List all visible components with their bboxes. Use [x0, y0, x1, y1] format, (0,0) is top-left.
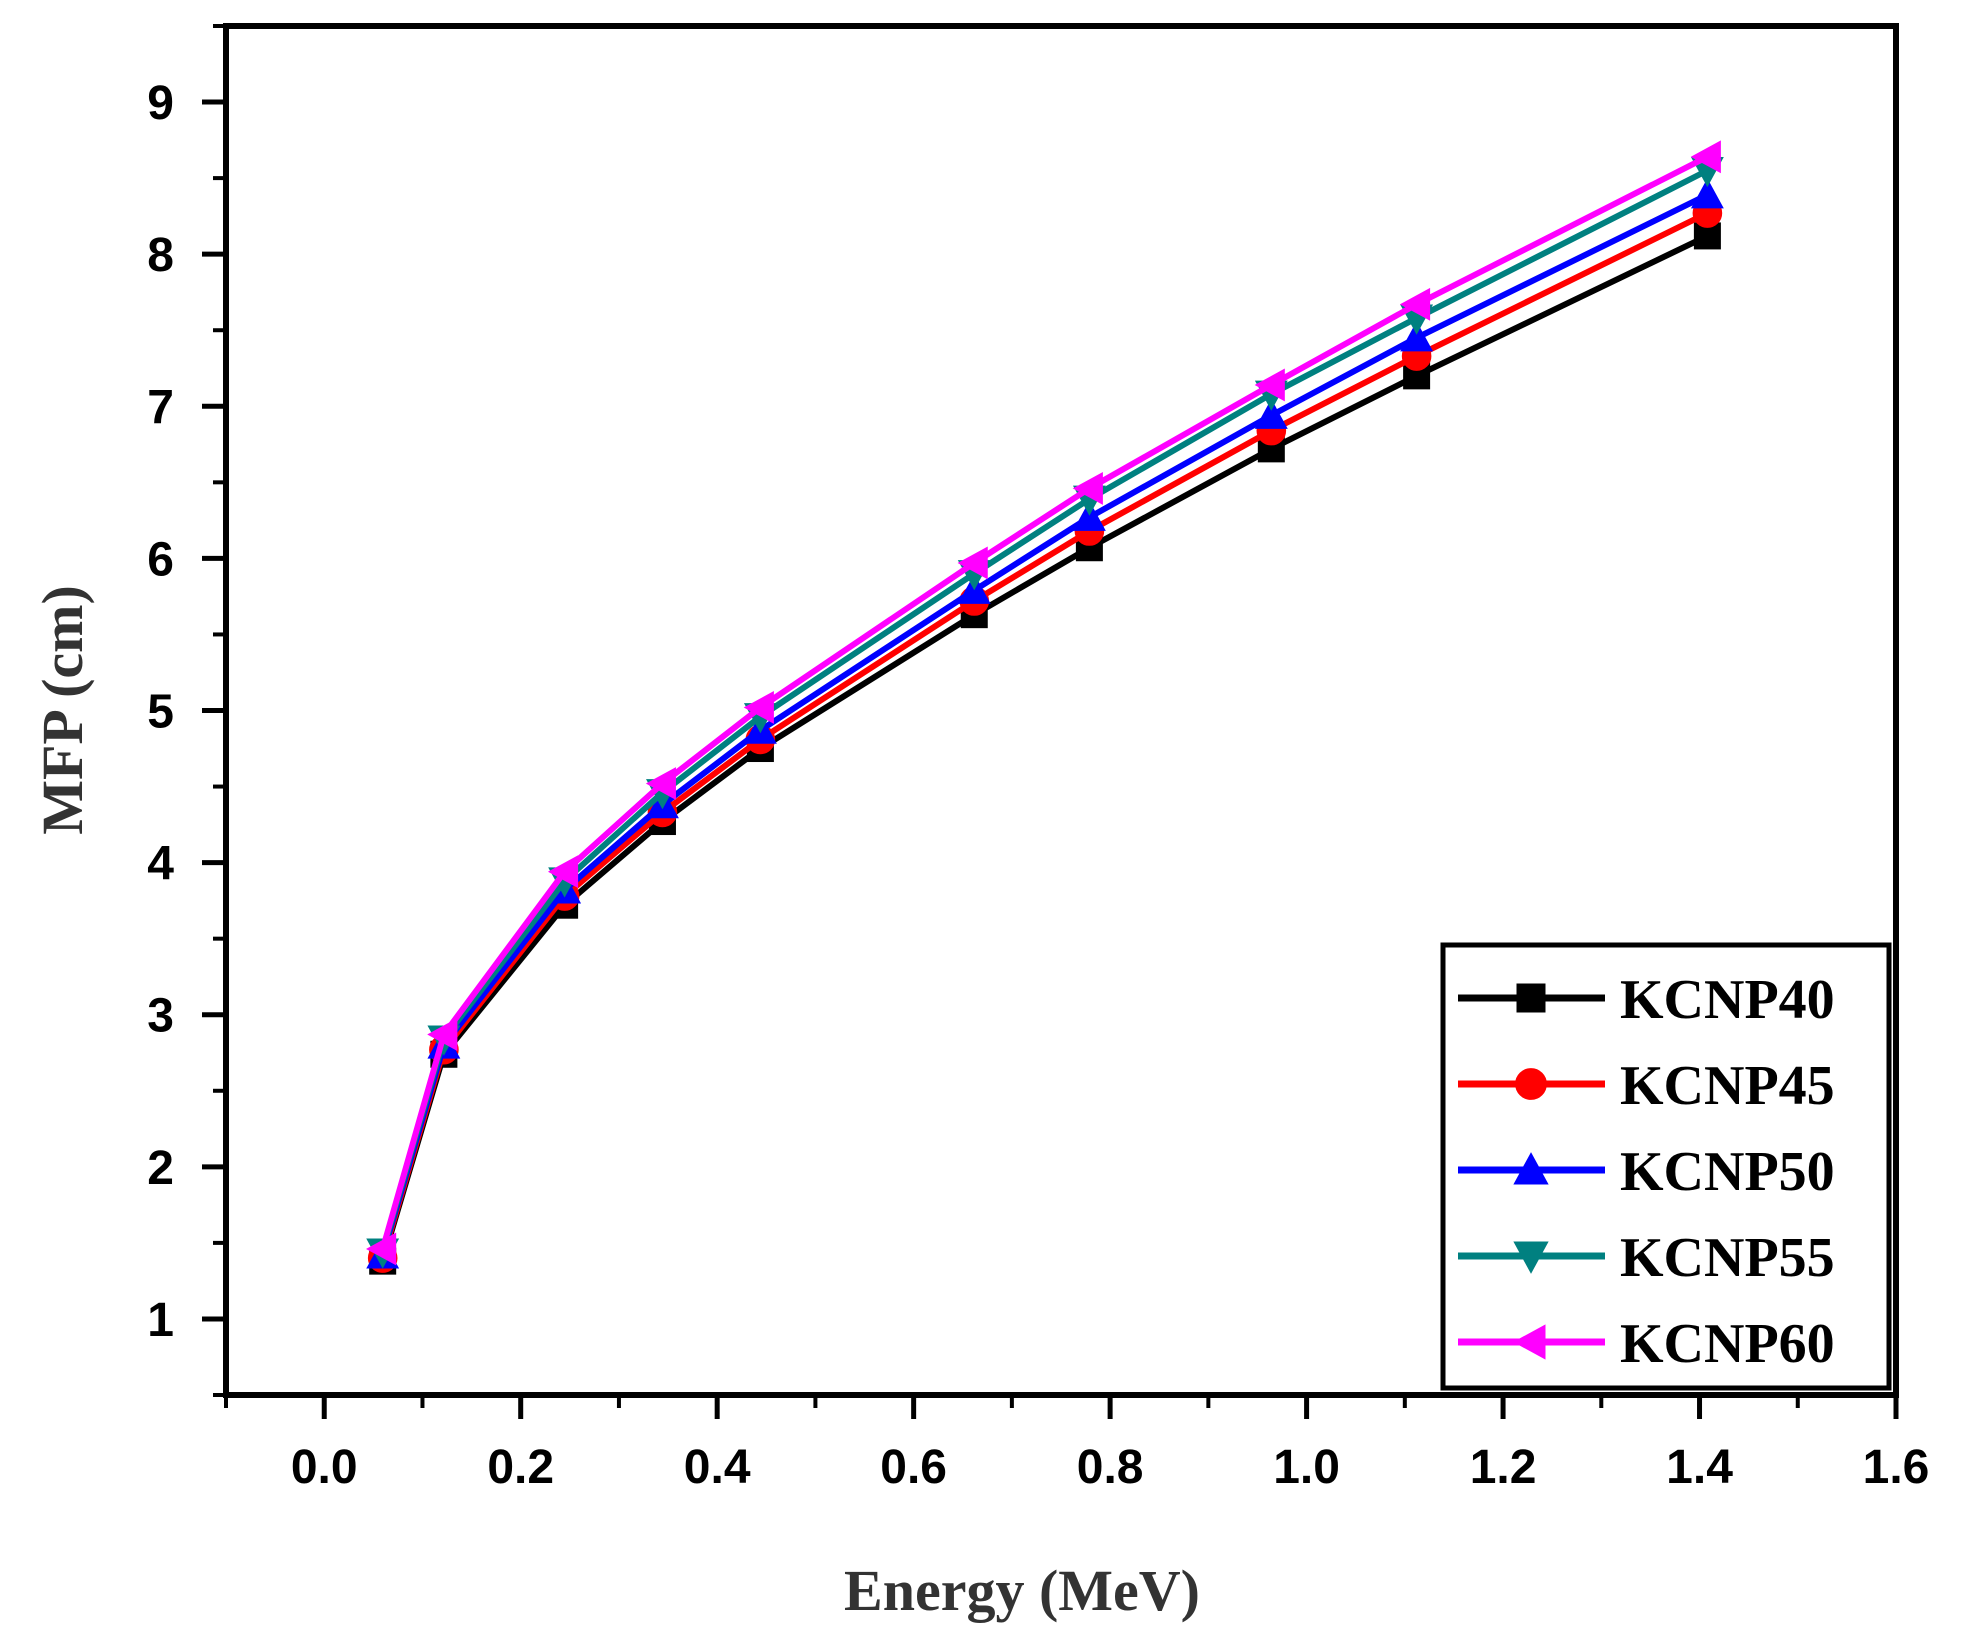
y-axis-title: MFP (cm): [30, 585, 95, 835]
legend: KCNP40 KCNP45 KCNP50 KCNP55 KCNP60: [1440, 942, 1892, 1391]
series-line-kcnp60: [379, 154, 1709, 1250]
series-line-kcnp50: [379, 192, 1709, 1256]
x-tick-label: 1.0: [1273, 1441, 1340, 1494]
legend-marker-kcnp55: [1513, 1241, 1549, 1274]
y-tick-label: 5: [147, 686, 174, 739]
data-point-kcnp50: [1690, 178, 1724, 209]
legend-label-kcnp50: KCNP50: [1620, 1141, 1835, 1203]
x-axis-title: Energy (MeV): [844, 1558, 1200, 1623]
legend-marker-kcnp45: [1515, 1068, 1547, 1100]
legend-marker-kcnp50: [1513, 1152, 1549, 1185]
x-tick-label: 0.2: [487, 1441, 554, 1494]
data-point-kcnp60: [1690, 140, 1721, 174]
y-tick-label: 7: [147, 381, 174, 434]
y-tick-label: 9: [147, 77, 174, 130]
x-tick-label: 1.6: [1863, 1441, 1930, 1494]
legend-label-kcnp40: KCNP40: [1620, 969, 1835, 1031]
x-tick-label: 0.6: [880, 1441, 947, 1494]
series-line-kcnp55: [379, 167, 1709, 1253]
data-point-kcnp60: [743, 691, 774, 724]
data-point-kcnp60: [427, 1018, 458, 1051]
data-point-kcnp50: [1254, 398, 1288, 429]
data-point-kcnp60: [1072, 471, 1103, 505]
legend-label-kcnp60: KCNP60: [1620, 1313, 1835, 1375]
series-line-kcnp45: [379, 210, 1709, 1259]
data-point-kcnp60: [547, 855, 579, 889]
y-tick-label: 8: [147, 229, 174, 282]
data-point-kcnp60: [645, 767, 676, 800]
y-tick-label: 6: [147, 533, 174, 586]
legend-marker-kcnp60: [1513, 1324, 1546, 1360]
series-kcnp60: [366, 140, 1721, 1266]
y-tick-label: 1: [147, 1294, 174, 1347]
legend-marker-kcnp40: [1516, 983, 1546, 1013]
data-point-kcnp60: [366, 1232, 397, 1266]
series-line-kcnp40: [379, 233, 1709, 1262]
y-tick-label: 2: [147, 1142, 174, 1195]
legend-label-kcnp45: KCNP45: [1620, 1055, 1835, 1117]
x-tick-label: 1.2: [1470, 1441, 1537, 1494]
data-point-kcnp50: [1400, 321, 1434, 352]
data-point-kcnp60: [1399, 287, 1431, 321]
data-point-kcnp60: [957, 546, 988, 580]
y-tick-label: 3: [147, 990, 174, 1043]
legend-label-kcnp55: KCNP55: [1620, 1227, 1835, 1289]
y-tick-label: 4: [147, 838, 174, 891]
x-tick-label: 0.0: [291, 1441, 358, 1494]
x-tick-label: 0.4: [684, 1441, 751, 1494]
x-tick-label: 1.4: [1666, 1441, 1733, 1494]
data-point-kcnp50: [1072, 500, 1106, 531]
x-tick-label: 0.8: [1077, 1441, 1144, 1494]
data-point-kcnp60: [1254, 368, 1285, 402]
